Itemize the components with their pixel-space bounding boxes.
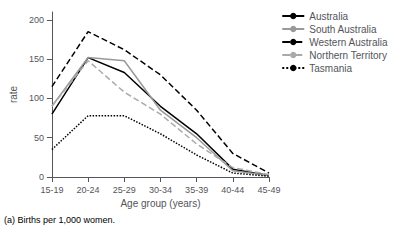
svg-text:15-19: 15-19 [40,185,63,195]
svg-text:Australia: Australia [309,11,348,22]
svg-text:Age group (years): Age group (years) [120,198,200,209]
svg-text:Northern Territory: Northern Territory [309,50,387,61]
svg-text:20-24: 20-24 [77,185,100,195]
svg-text:South Australia: South Australia [309,24,377,35]
svg-text:30-34: 30-34 [149,185,172,195]
svg-text:0: 0 [39,172,44,182]
svg-text:100: 100 [29,93,44,103]
svg-text:25-29: 25-29 [113,185,136,195]
svg-text:rate: rate [8,85,19,103]
svg-text:Tasmania: Tasmania [309,63,352,74]
svg-text:200: 200 [29,15,44,25]
svg-text:(a) Births per 1,000 women.: (a) Births per 1,000 women. [4,215,115,225]
svg-text:50: 50 [34,133,44,143]
svg-text:45-49: 45-49 [257,185,280,195]
svg-text:150: 150 [29,54,44,64]
svg-text:Western Australia: Western Australia [309,37,388,48]
svg-text:35-39: 35-39 [185,185,208,195]
svg-text:40-44: 40-44 [221,185,244,195]
